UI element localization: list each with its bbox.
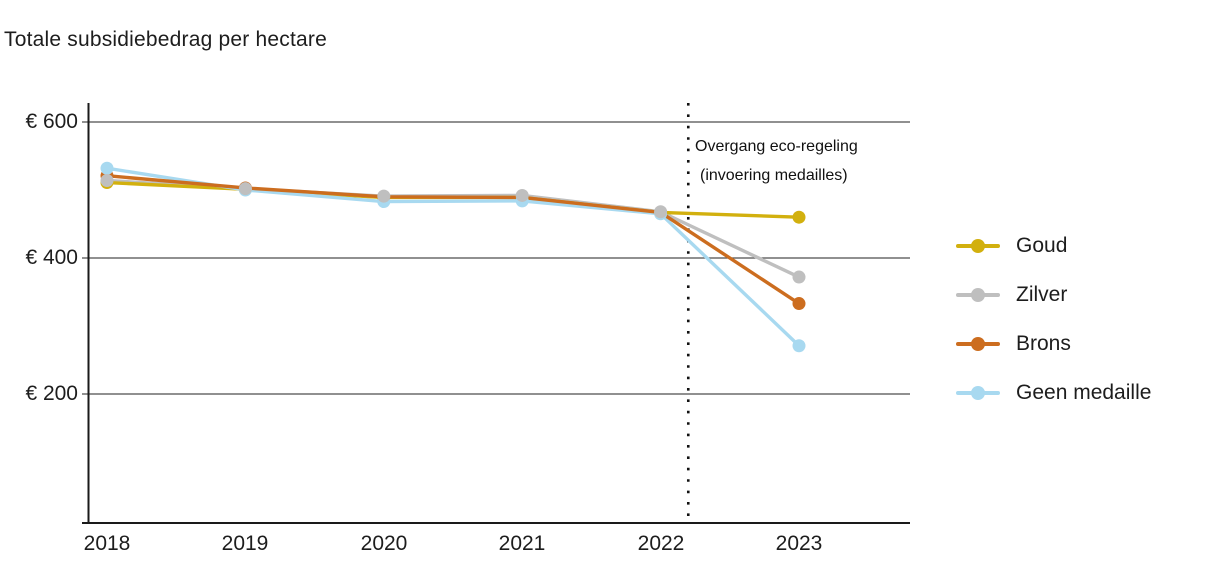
series-line-zilver [105,178,801,279]
legend-item-zilver: Zilver [956,270,1151,319]
legend-marker-icon [956,238,1000,253]
legend-label: Zilver [1016,282,1068,306]
data-point-zilver-2023 [792,270,806,284]
x-axis-tick-label: 2021 [498,532,546,555]
data-point-zilver-2021 [515,188,529,202]
data-point-geen-medaille-2018 [100,161,114,175]
x-axis-tick-label: 2022 [637,532,685,555]
data-point-goud-2023 [792,210,806,224]
annotation-line-1: Overgang eco-regeling [695,138,858,155]
legend-item-goud: Goud [956,221,1151,270]
y-axis-tick-label: € 400 [25,246,78,269]
legend-item-geen-medaille: Geen medaille [956,368,1151,417]
x-axis-tick-label: 2020 [360,532,408,555]
data-point-zilver-2018 [100,173,114,187]
y-axis-tick-label: € 600 [25,110,78,133]
data-point-brons-2023 [792,297,806,311]
series-line-brons [105,174,801,306]
annotation-text: Overgang eco-regeling (invoering medaill… [695,132,858,190]
data-point-zilver-2019 [238,182,252,196]
x-axis-tick-label: 2023 [775,532,823,555]
legend-label: Geen medaille [1016,380,1152,404]
x-axis-tick-label: 2019 [221,532,269,555]
x-axis-tick-label: 2018 [83,532,131,555]
y-axis-tick-label: € 200 [25,382,78,405]
legend-marker-icon [956,287,1000,302]
legend-marker-icon [956,385,1000,400]
data-point-zilver-2020 [377,189,391,203]
data-point-zilver-2022 [654,205,668,219]
annotation-line-2: (invoering medailles) [700,167,848,184]
legend-label: Goud [1016,233,1068,257]
legend-item-brons: Brons [956,319,1151,368]
chart-title: Totale subsidiebedrag per hectare [4,28,327,51]
data-point-geen-medaille-2023 [792,339,806,353]
legend-marker-icon [956,336,1000,351]
legend: Goud Zilver Brons Geen medaille [956,221,1151,417]
legend-label: Brons [1016,331,1071,355]
